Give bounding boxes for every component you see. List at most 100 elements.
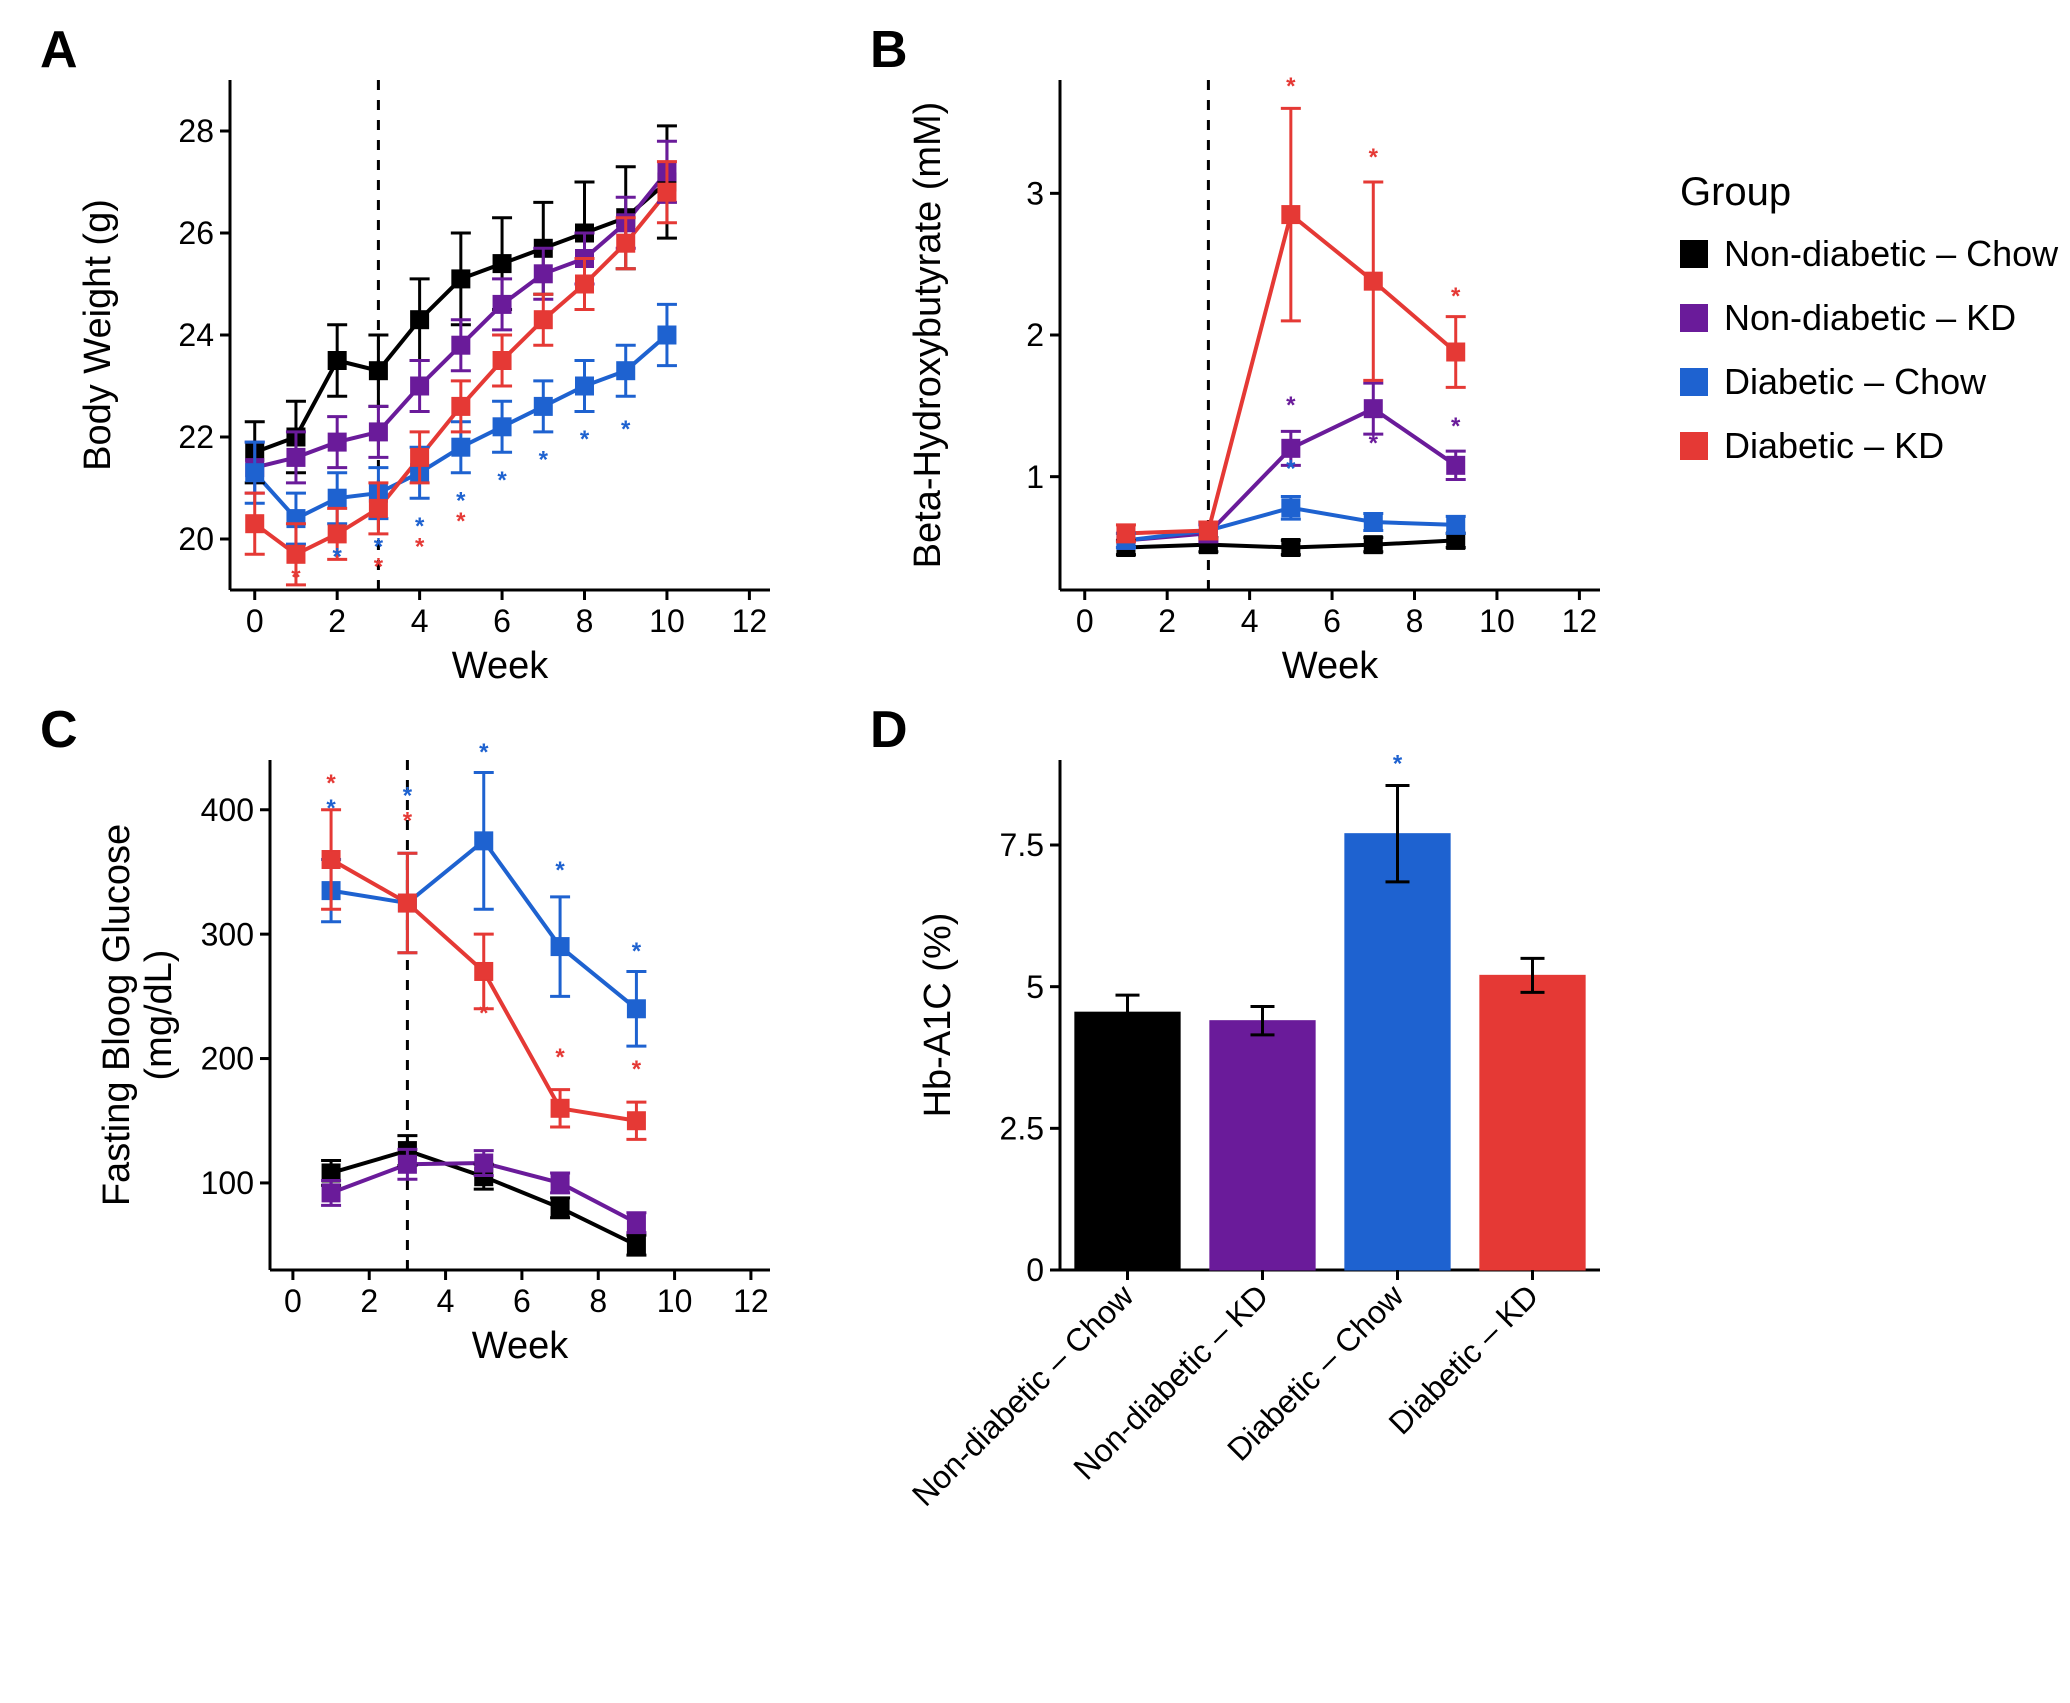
series-marker bbox=[627, 1000, 645, 1018]
series-marker bbox=[551, 938, 569, 956]
xtick-label: 0 bbox=[284, 1283, 302, 1319]
series-marker bbox=[398, 894, 416, 912]
y-axis-label: Fasting Bloog Glucose(mg/dL) bbox=[96, 824, 180, 1206]
series-marker bbox=[576, 377, 594, 395]
xtick-label: 10 bbox=[657, 1283, 693, 1319]
series-marker bbox=[1282, 439, 1300, 457]
significance-star: * bbox=[1393, 750, 1403, 777]
series-marker bbox=[1447, 456, 1465, 474]
significance-star: * bbox=[479, 739, 489, 766]
series-marker bbox=[551, 1199, 569, 1217]
xtick-label: 4 bbox=[411, 603, 429, 639]
legend: Group Non-diabetic – Chow Non-diabetic – K… bbox=[1680, 170, 2058, 489]
series-marker bbox=[1117, 524, 1135, 542]
series-marker bbox=[328, 525, 346, 543]
series-marker bbox=[369, 499, 387, 517]
series-marker bbox=[493, 295, 511, 313]
series-marker bbox=[1364, 536, 1382, 554]
figure-root: ABCD0246810122022242628WeekBody Weight (… bbox=[0, 0, 2070, 1703]
series-marker bbox=[1447, 343, 1465, 361]
series-marker bbox=[493, 352, 511, 370]
y-axis-label: Body Weight (g) bbox=[77, 199, 119, 471]
xtick-label: 2 bbox=[360, 1283, 378, 1319]
significance-star: * bbox=[1369, 144, 1379, 171]
series-marker bbox=[493, 418, 511, 436]
series-marker bbox=[411, 377, 429, 395]
ytick-label: 300 bbox=[201, 916, 254, 952]
bar bbox=[1210, 1021, 1315, 1270]
significance-star: * bbox=[1369, 430, 1379, 457]
series-marker bbox=[1364, 272, 1382, 290]
series-marker bbox=[617, 234, 635, 252]
series-marker bbox=[1282, 539, 1300, 557]
ytick-label: 2 bbox=[1026, 317, 1044, 353]
ytick-label: 400 bbox=[201, 792, 254, 828]
significance-star: * bbox=[374, 554, 384, 581]
bar bbox=[1480, 975, 1585, 1270]
legend-label: Non-diabetic – Chow bbox=[1724, 233, 2058, 275]
xtick-label: 4 bbox=[1241, 603, 1259, 639]
significance-star: * bbox=[326, 770, 336, 797]
xtick-label: 0 bbox=[1076, 603, 1094, 639]
significance-star: * bbox=[632, 938, 642, 965]
series-marker bbox=[658, 183, 676, 201]
xtick-label: 6 bbox=[1323, 603, 1341, 639]
legend-label: Non-diabetic – KD bbox=[1724, 297, 2016, 339]
significance-star: * bbox=[1286, 392, 1296, 419]
series-marker bbox=[551, 1174, 569, 1192]
legend-item: Non-diabetic – Chow bbox=[1680, 233, 2058, 275]
series-marker bbox=[576, 275, 594, 293]
legend-label: Diabetic – Chow bbox=[1724, 361, 1986, 403]
xtick-label: 6 bbox=[513, 1283, 531, 1319]
significance-star: * bbox=[415, 533, 425, 560]
ytick-label: 22 bbox=[178, 419, 214, 455]
series-marker bbox=[1282, 499, 1300, 517]
significance-star: * bbox=[291, 564, 301, 591]
series-marker bbox=[1447, 516, 1465, 534]
xtick-label: 12 bbox=[732, 603, 768, 639]
xtick-label: 10 bbox=[1479, 603, 1515, 639]
bar bbox=[1345, 834, 1450, 1270]
legend-item: Non-diabetic – KD bbox=[1680, 297, 2058, 339]
series-marker bbox=[627, 1214, 645, 1232]
significance-star: * bbox=[632, 1056, 642, 1083]
ytick-label: 0 bbox=[1026, 1252, 1044, 1288]
ytick-label: 20 bbox=[178, 521, 214, 557]
series-marker bbox=[627, 1112, 645, 1130]
significance-star: * bbox=[1286, 73, 1296, 100]
series-marker bbox=[411, 448, 429, 466]
significance-star: * bbox=[456, 508, 466, 535]
xtick-label: 10 bbox=[649, 603, 685, 639]
series-marker bbox=[328, 352, 346, 370]
legend-swatch bbox=[1680, 432, 1708, 460]
series-marker bbox=[322, 851, 340, 869]
ytick-label: 1 bbox=[1026, 459, 1044, 495]
significance-star: * bbox=[1451, 283, 1461, 310]
ytick-label: 5 bbox=[1026, 969, 1044, 1005]
xtick-label: 12 bbox=[733, 1283, 769, 1319]
xtick-label: 6 bbox=[493, 603, 511, 639]
ytick-label: 100 bbox=[201, 1165, 254, 1201]
x-axis-label: Week bbox=[472, 1325, 569, 1367]
series-marker bbox=[658, 326, 676, 344]
series-marker bbox=[411, 311, 429, 329]
significance-star: * bbox=[539, 447, 549, 474]
series-marker bbox=[534, 311, 552, 329]
y-axis-label: Beta-Hydroxybutyrate (mM) bbox=[907, 102, 949, 569]
ytick-label: 24 bbox=[178, 317, 214, 353]
series-marker bbox=[493, 255, 511, 273]
series-marker bbox=[369, 362, 387, 380]
legend-title: Group bbox=[1680, 170, 2058, 215]
series-marker bbox=[322, 1184, 340, 1202]
significance-star: * bbox=[1451, 413, 1461, 440]
significance-star: * bbox=[621, 416, 631, 443]
series-marker bbox=[1364, 513, 1382, 531]
series-marker bbox=[551, 1099, 569, 1117]
series-marker bbox=[452, 270, 470, 288]
legend-swatch bbox=[1680, 304, 1708, 332]
series-marker bbox=[369, 423, 387, 441]
significance-star: * bbox=[1286, 456, 1296, 483]
series-marker bbox=[452, 397, 470, 415]
series-marker bbox=[452, 336, 470, 354]
series-marker bbox=[452, 438, 470, 456]
